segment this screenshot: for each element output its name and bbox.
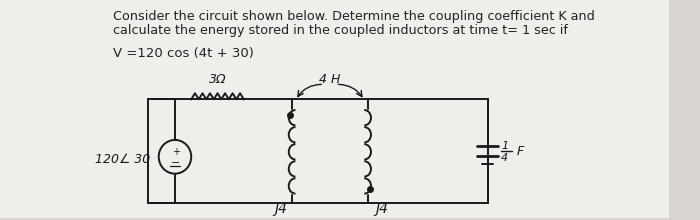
Text: 3Ω: 3Ω	[209, 73, 226, 86]
Text: V =120 cos (4t + 30): V =120 cos (4t + 30)	[113, 47, 253, 60]
Text: J4: J4	[376, 202, 389, 216]
FancyBboxPatch shape	[0, 0, 669, 218]
Text: 4 H: 4 H	[319, 73, 341, 86]
Text: −: −	[172, 158, 181, 168]
Text: F: F	[517, 145, 524, 158]
Text: J4: J4	[274, 202, 287, 216]
Text: 4: 4	[501, 153, 508, 163]
Text: 1: 1	[501, 141, 508, 151]
Text: 120∠ 30: 120∠ 30	[94, 153, 150, 166]
Text: Consider the circuit shown below. Determine the coupling coefficient K and: Consider the circuit shown below. Determ…	[113, 10, 594, 23]
Text: +: +	[172, 147, 180, 157]
Text: calculate the energy stored in the coupled inductors at time t= 1 sec if: calculate the energy stored in the coupl…	[113, 24, 568, 37]
